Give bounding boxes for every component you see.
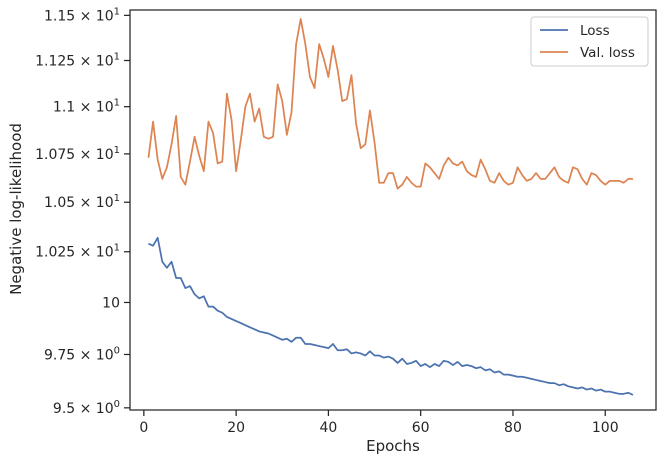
plot-background <box>130 10 656 410</box>
x-tick-label: 100 <box>592 420 619 436</box>
y-tick-label: 1.075 × 101 <box>35 145 120 163</box>
y-tick-label: 1.1 × 101 <box>53 98 120 116</box>
y-axis-ticks: 9.5 × 100 9.75 × 100 10 1.025 × 101 1.05 × 1… <box>35 6 130 417</box>
plot-frame <box>129 9 657 411</box>
y-tick-label: 1.025 × 101 <box>35 243 120 261</box>
y-axis-label: Negative log-likelihood <box>7 123 25 295</box>
x-tick-label: 20 <box>227 420 245 436</box>
x-tick-label: 0 <box>139 420 148 436</box>
legend-label-loss: Loss <box>580 23 610 39</box>
x-axis-ticks: 0 20 40 60 80 100 <box>139 410 619 436</box>
legend-label-val-loss: Val. loss <box>580 45 635 61</box>
y-tick-label: 1.05 × 101 <box>44 193 120 211</box>
y-tick-label: 9.75 × 100 <box>44 345 120 363</box>
y-tick-label: 10 <box>102 295 120 311</box>
series-line-val-loss <box>147 18 633 190</box>
series-line-loss <box>148 236 634 396</box>
y-tick-label: 1.125 × 101 <box>35 52 120 70</box>
x-tick-label: 80 <box>504 420 522 436</box>
y-tick-label: 9.5 × 100 <box>53 399 120 417</box>
x-tick-label: 60 <box>412 420 430 436</box>
x-tick-label: 40 <box>319 420 337 436</box>
y-tick-label: 1.15 × 101 <box>44 6 120 24</box>
series-lines <box>147 18 634 396</box>
legend: Loss Val. loss <box>530 16 649 67</box>
x-axis-label: Epochs <box>366 437 420 455</box>
